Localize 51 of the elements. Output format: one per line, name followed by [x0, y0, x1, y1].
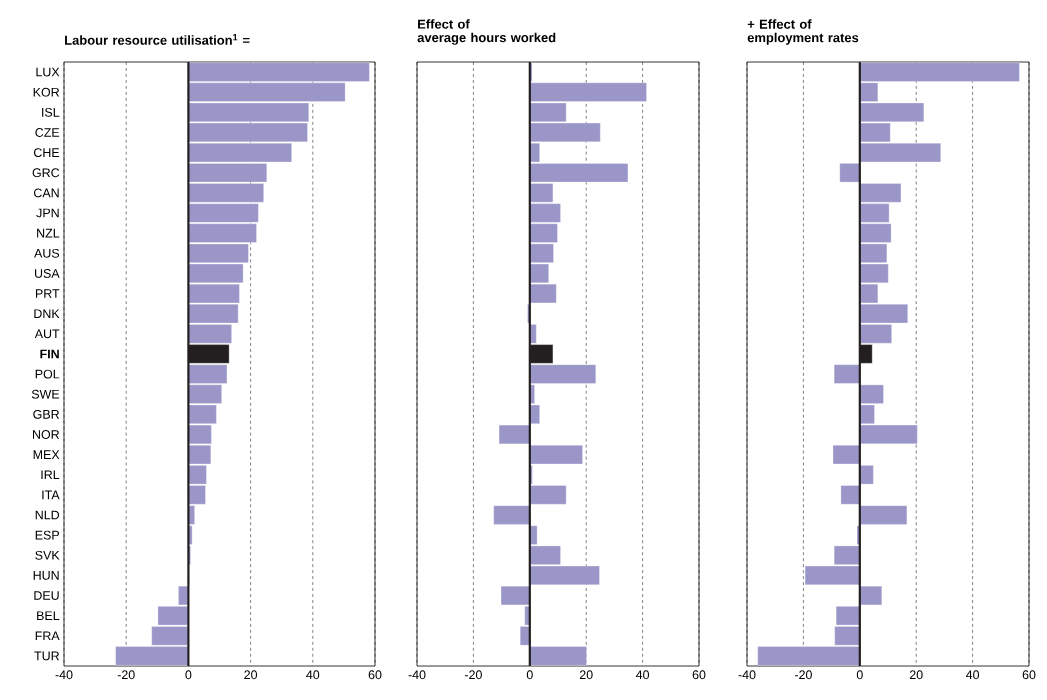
y-tick-label: MEX: [33, 450, 60, 459]
y-tick-label: HUN: [33, 571, 59, 580]
y-tick-label: DNK: [34, 309, 60, 318]
y-tick-label: NZL: [37, 228, 60, 238]
y-tick-label: PRT: [35, 289, 60, 298]
x-tick-label: -20: [117, 670, 135, 680]
x-tick-label: 60: [1022, 670, 1036, 680]
y-tick-label: ISL: [42, 107, 60, 117]
y-tick-label: NOR: [32, 430, 60, 439]
y-tick-label: CHE: [33, 148, 60, 158]
y-tick-label: SWE: [31, 389, 60, 399]
y-tick-label: CZE: [35, 128, 60, 137]
y-tick-label: BEL: [37, 611, 60, 620]
x-tick-label: -20: [794, 670, 812, 680]
x-tick-label: 20: [244, 670, 258, 680]
x-tick-label: -40: [738, 670, 756, 680]
x-tick-label: -40: [408, 670, 426, 680]
y-tick-label: GRC: [32, 168, 60, 178]
x-tick-label: 0: [185, 670, 192, 680]
y-tick-label: FRA: [35, 631, 60, 641]
y-tick-label: CAN: [33, 188, 59, 198]
chart-title: Effect of average hours worked: [417, 19, 556, 45]
x-tick-label: 40: [306, 670, 320, 680]
x-tick-label: 0: [856, 670, 863, 680]
x-tick-label: -20: [464, 670, 482, 680]
x-tick-label: 60: [368, 670, 382, 680]
y-tick-label: SVK: [35, 550, 60, 560]
y-tick-label: AUS: [34, 248, 60, 258]
x-tick-label: 40: [635, 670, 650, 680]
chart-title: Labour resource utilisation$^{1}$ =: [65, 34, 250, 45]
y-tick-label: LUX: [36, 67, 60, 77]
x-tick-label: 0: [526, 670, 533, 680]
x-tick-label: 20: [909, 670, 923, 680]
y-tick-label: POL: [35, 369, 60, 379]
x-tick-label: 40: [965, 670, 980, 680]
y-tick-label: FIN: [40, 349, 59, 359]
y-tick-label: DEU: [34, 591, 59, 600]
y-tick-label: ITA: [42, 490, 60, 500]
y-tick-label: GBR: [33, 409, 60, 419]
y-tick-label: NLD: [35, 510, 60, 520]
y-tick-label: TUR: [34, 651, 60, 661]
x-tick-label: 60: [692, 670, 706, 680]
y-tick-label: AUT: [34, 329, 60, 339]
y-tick-label: IRL: [41, 470, 60, 480]
y-tick-label: ESP: [35, 530, 59, 540]
y-tick-label: KOR: [33, 87, 60, 97]
chart-title: + Effect of employment rates: [747, 19, 859, 45]
y-tick-label: JPN: [36, 208, 59, 218]
y-tick-label: USA: [35, 269, 60, 278]
x-tick-label: -40: [55, 670, 73, 680]
x-tick-label: 20: [579, 670, 593, 680]
